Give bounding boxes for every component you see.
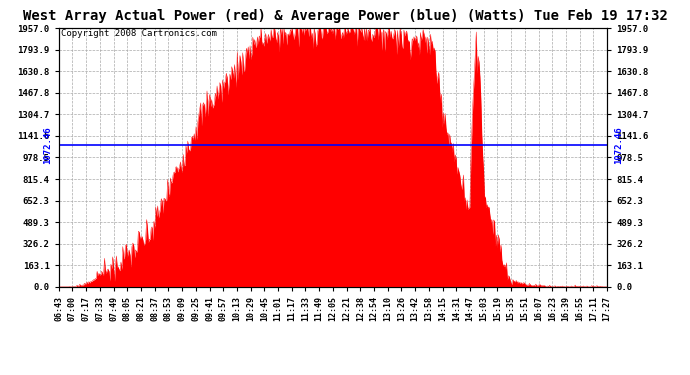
Text: 1072.46: 1072.46 xyxy=(43,126,52,164)
Text: West Array Actual Power (red) & Average Power (blue) (Watts) Tue Feb 19 17:32: West Array Actual Power (red) & Average … xyxy=(23,9,667,23)
Text: 1072.46: 1072.46 xyxy=(614,126,623,164)
Text: Copyright 2008 Cartronics.com: Copyright 2008 Cartronics.com xyxy=(61,29,217,38)
